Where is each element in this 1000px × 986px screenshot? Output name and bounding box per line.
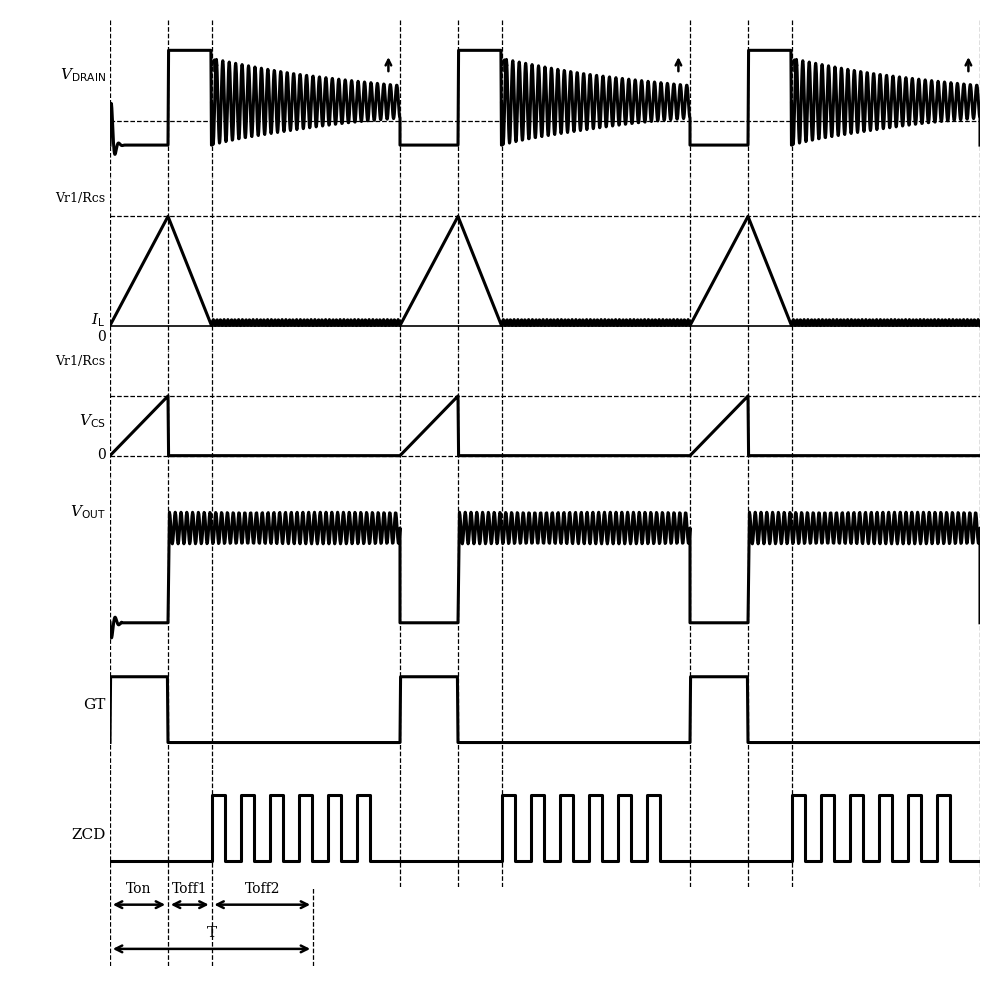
- Text: Toff1: Toff1: [172, 881, 208, 895]
- Text: Toff2: Toff2: [244, 881, 280, 895]
- Text: Ton: Ton: [126, 881, 152, 895]
- Text: V$_{\mathrm{CS}}$: V$_{\mathrm{CS}}$: [79, 411, 106, 429]
- Text: ZCD: ZCD: [71, 827, 106, 841]
- Text: I$_{\mathrm{L}}$: I$_{\mathrm{L}}$: [91, 311, 106, 328]
- Text: 0: 0: [97, 330, 106, 344]
- Text: GT: GT: [83, 697, 106, 711]
- Text: Vr1/Rcs: Vr1/Rcs: [56, 192, 106, 205]
- Text: Vr1/Rcs: Vr1/Rcs: [56, 355, 106, 368]
- Text: 0: 0: [97, 448, 106, 461]
- Text: V$_{\mathrm{DRAIN}}$: V$_{\mathrm{DRAIN}}$: [60, 66, 106, 84]
- Text: V$_{\mathrm{OUT}}$: V$_{\mathrm{OUT}}$: [70, 503, 106, 521]
- Text: T: T: [206, 926, 217, 940]
